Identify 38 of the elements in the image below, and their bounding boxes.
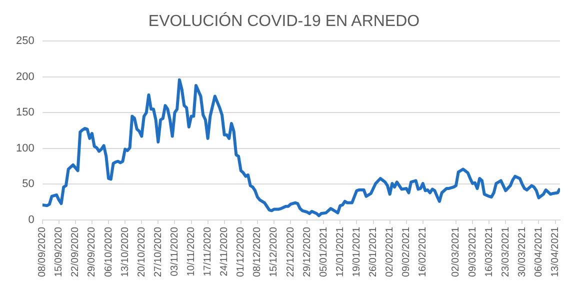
- x-tick-label: 27/10/2020: [152, 226, 164, 278]
- x-tick-label: 30/03/2021: [516, 226, 528, 278]
- x-tick-label: 20/10/2020: [136, 226, 148, 278]
- y-tick-label: 0: [28, 214, 34, 226]
- y-tick-label: 50: [22, 178, 34, 190]
- x-tick-label: 15/12/2020: [268, 226, 280, 278]
- x-tick-label: 09/02/2021: [401, 226, 412, 278]
- x-tick-label: 22/09/2020: [70, 226, 82, 278]
- y-tick-label: 250: [16, 35, 34, 48]
- x-tick-label: 29/09/2020: [86, 226, 98, 278]
- x-tick-label: 23/03/2021: [500, 226, 512, 278]
- x-tick-label: 24/11/2020: [219, 226, 230, 276]
- x-tick-label: 01/12/2020: [236, 226, 247, 278]
- x-tick-label: 17/11/2020: [202, 226, 214, 276]
- x-tick-label: 06/10/2020: [103, 226, 114, 278]
- x-tick-label: 26/01/2021: [368, 226, 380, 278]
- x-tick-label: 10/11/2020: [186, 226, 198, 276]
- x-tick-label: 19/01/2021: [351, 226, 362, 278]
- x-tick-label: 05/01/2021: [318, 226, 330, 278]
- y-tick-label: 150: [16, 106, 34, 119]
- x-tick-label: 08/09/2020: [37, 226, 48, 278]
- x-tick-label: 15/09/2020: [54, 226, 65, 278]
- x-tick-label: 13/10/2020: [120, 226, 131, 278]
- x-tick-label: 16/03/2021: [484, 226, 495, 278]
- x-tick-label: 29/12/2020: [302, 226, 313, 278]
- x-tick-label: 13/04/2021: [550, 226, 562, 278]
- x-tick-label: 06/04/2021: [533, 226, 544, 278]
- x-tick-label: 16/02/2021: [418, 226, 429, 278]
- x-tick-label: 09/03/2021: [467, 226, 478, 278]
- chart-title: EVOLUCIÓN COVID-19 EN ARNEDO: [148, 12, 420, 30]
- x-tick-label: 12/01/2021: [334, 226, 346, 278]
- y-tick-label: 100: [16, 142, 34, 154]
- x-tick-label: 02/02/2021: [384, 226, 396, 278]
- y-tick-label: 200: [16, 70, 34, 83]
- x-tick-label: 02/03/2021: [450, 226, 462, 278]
- x-tick-label: 03/11/2020: [169, 226, 180, 276]
- x-tick-label: 08/12/2020: [252, 226, 264, 278]
- x-tick-label: 22/12/2020: [285, 226, 296, 278]
